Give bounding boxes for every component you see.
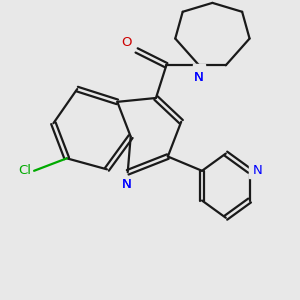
Text: N: N xyxy=(120,178,132,193)
Text: Cl: Cl xyxy=(18,164,31,177)
Text: N: N xyxy=(194,70,204,84)
Text: N: N xyxy=(253,164,263,177)
Polygon shape xyxy=(249,164,263,178)
Text: N: N xyxy=(121,178,131,190)
Text: N: N xyxy=(194,70,204,84)
Polygon shape xyxy=(193,64,205,76)
Text: N: N xyxy=(121,178,131,190)
Text: O: O xyxy=(121,36,131,49)
